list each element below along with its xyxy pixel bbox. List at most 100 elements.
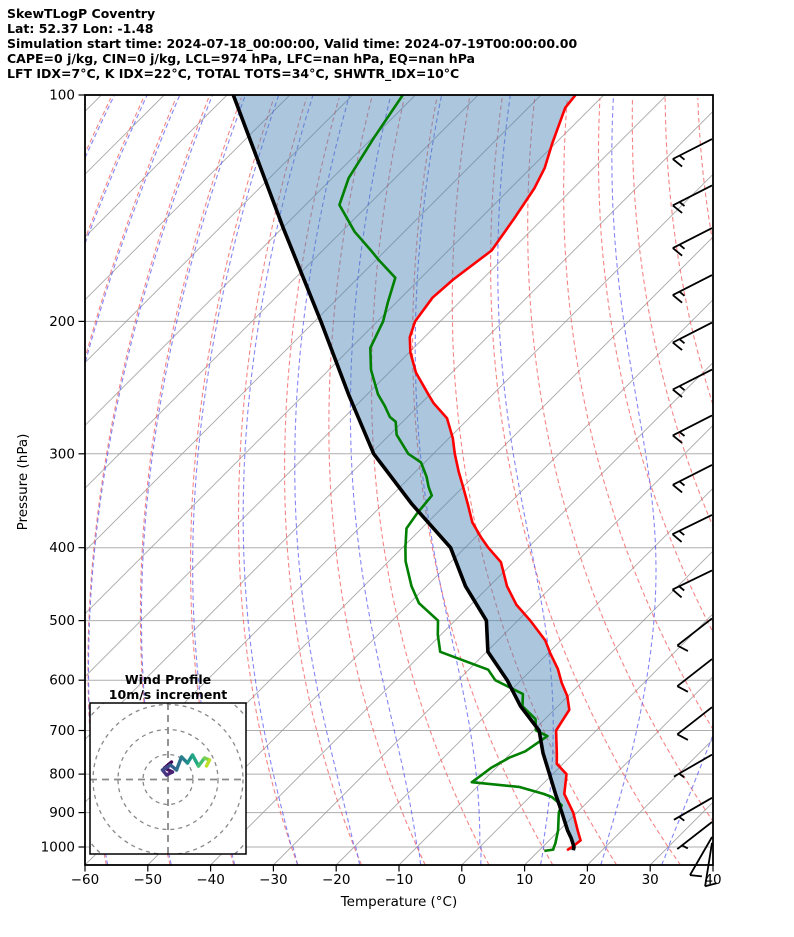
- barb-full-feather: [672, 484, 683, 494]
- dry-adiabat-line: [328, 97, 426, 865]
- dry-adiabat-line: [284, 97, 363, 865]
- y-tick-label: 200: [49, 314, 75, 330]
- moist-adiabat-line: [349, 95, 422, 865]
- barb-half-feather: [678, 772, 685, 779]
- barb-full-feather: [676, 685, 689, 693]
- barb-staff: [672, 227, 713, 249]
- wind-barb: [676, 706, 713, 741]
- barb-full-feather: [671, 533, 683, 543]
- x-tick-label: 30: [642, 872, 659, 888]
- indices-line: LFT IDX=7°C, K IDX=22°C, TOTAL TOTS=34°C…: [7, 66, 459, 82]
- page-title: SkewTLogP Coventry: [7, 6, 155, 21]
- barb-full-feather: [672, 341, 683, 351]
- isotherm-line: [147, 299, 713, 865]
- barb-staff: [673, 797, 713, 821]
- dry-adiabat-line: [664, 98, 713, 407]
- moist-adiabat-line: [600, 95, 657, 865]
- barb-full-feather: [672, 434, 683, 444]
- barb-half-feather: [678, 201, 686, 207]
- dry-adiabat-line: [730, 98, 794, 865]
- hodograph-grid: [90, 703, 246, 854]
- barb-half-feather: [678, 585, 685, 592]
- moist-adiabat-line: [242, 95, 314, 865]
- barb-full-feather: [672, 294, 683, 304]
- wind-barb: [672, 138, 713, 168]
- hodograph-trace-segment: [174, 755, 184, 772]
- y-axis-label: Pressure (hPa): [15, 434, 31, 531]
- barb-half-feather: [678, 338, 686, 344]
- hodograph-trace-segment: [190, 753, 201, 768]
- simtime-line: Simulation start time: 2024-07-18_00:00:…: [7, 36, 577, 52]
- x-tick-label: −50: [134, 872, 163, 888]
- hodograph-trace-segment: [204, 758, 212, 768]
- barb-half-feather: [678, 244, 686, 250]
- barb-staff: [676, 617, 713, 647]
- wind-barb: [672, 464, 713, 494]
- x-tick-label: −40: [196, 872, 225, 888]
- axis-ticks-and-labels: −60 −50 −40 −30 −20 −10 0 10 20 30 40 100 200 300 400 5…: [41, 88, 722, 889]
- barb-staff: [676, 821, 713, 850]
- isotherm-line: [85, 95, 542, 552]
- barb-half-feather: [678, 816, 685, 822]
- y-tick-label: 900: [49, 805, 75, 821]
- wind-barb: [671, 569, 713, 599]
- isotherm-line: [398, 550, 713, 865]
- x-tick-label: −30: [259, 872, 288, 888]
- x-axis-label: Temperature (°C): [340, 894, 458, 910]
- isotherm-line: [461, 613, 713, 865]
- dewpoint-curve: [338, 95, 563, 853]
- chart-canvas: −60 −50 −40 −30 −20 −10 0 10 20 30 40 100 200 300 400 5…: [0, 88, 794, 889]
- wind-barb: [671, 514, 713, 543]
- barb-full-feather: [689, 874, 702, 878]
- isotherm-line: [712, 864, 713, 865]
- barb-full-feather: [672, 388, 683, 398]
- wind-barb: [676, 658, 713, 693]
- barb-half-feather: [678, 530, 685, 536]
- dry-adiabat-line: [237, 97, 307, 865]
- wind-barb: [672, 414, 713, 444]
- moist-adiabat-line: [0, 95, 82, 865]
- y-tick-label: 400: [49, 540, 75, 556]
- wind-barb: [672, 184, 713, 214]
- y-tick-label: 600: [49, 673, 75, 689]
- barb-half-feather: [681, 844, 689, 850]
- isotherm-line: [524, 675, 713, 865]
- wind-barb: [672, 368, 713, 398]
- wind-barb: [672, 227, 713, 257]
- x-tick-label: 20: [579, 872, 596, 888]
- hodograph-border: [89, 702, 247, 855]
- barb-half-feather: [678, 154, 686, 161]
- hodograph-title-block: Wind Profile 10m/s increment: [109, 672, 227, 702]
- x-tick-label: 0: [458, 872, 467, 888]
- dry-adiabat-line: [85, 97, 144, 241]
- temperature-curve: [408, 95, 582, 852]
- dry-adiabat-line: [597, 98, 713, 634]
- dry-adiabat-line: [0, 98, 78, 865]
- isotherm-line: [587, 738, 713, 865]
- dry-adiabat-line: [412, 97, 554, 865]
- wind-barb: [673, 797, 713, 822]
- parcel-curve: [231, 95, 576, 851]
- dry-adiabat-line: [563, 98, 713, 731]
- moist-adiabat-line: [497, 95, 554, 865]
- barb-full-feather: [676, 644, 689, 652]
- x-tick-label: −10: [385, 872, 414, 888]
- isotherm-line: [85, 95, 605, 615]
- dry-adiabat-line: [697, 98, 713, 247]
- barb-staff: [672, 414, 713, 437]
- isotherm-line: [335, 487, 713, 865]
- header-block: SkewTLogP Coventry Lat: 52.37 Lon: -1.48…: [7, 6, 577, 82]
- barb-half-feather: [678, 291, 686, 297]
- barb-staff: [672, 464, 713, 486]
- wind-barb: [676, 617, 713, 652]
- wind-barb: [673, 753, 713, 779]
- moist-adiabat-line: [414, 95, 482, 865]
- y-tick-label: 1000: [41, 840, 75, 856]
- negative-area-shading: [233, 95, 581, 851]
- dry-adiabat-line: [527, 98, 713, 823]
- barb-full-feather: [676, 733, 689, 741]
- moist-adiabat-line: [723, 95, 794, 865]
- barb-staff: [676, 706, 713, 736]
